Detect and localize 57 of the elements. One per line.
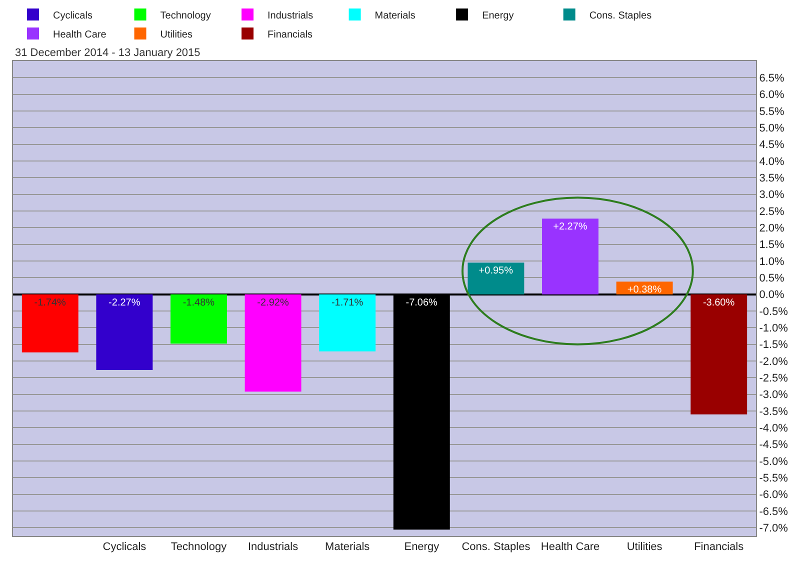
data-label: +2.27%: [553, 222, 588, 233]
chart-subtitle: 31 December 2014 - 13 January 2015: [15, 47, 200, 59]
y-tick-label: 2.0%: [759, 222, 784, 235]
legend-label: Materials: [374, 10, 416, 22]
y-tick-label: -3.5%: [759, 406, 788, 418]
y-tick-label: 6.0%: [759, 89, 784, 102]
data-label: -1.48%: [182, 297, 215, 308]
x-tick-label: Health Care: [540, 541, 600, 554]
legend-label: Cons. Staples: [589, 10, 652, 22]
y-tick-label: -1.0%: [759, 322, 788, 335]
data-label: -1.74%: [34, 297, 66, 308]
legend-label: Utilities: [160, 29, 192, 40]
x-tick-label: Utilities: [626, 541, 663, 554]
legend-label: Industrials: [268, 10, 314, 22]
y-tick-label: 3.5%: [759, 172, 784, 185]
data-label: +0.95%: [478, 266, 514, 277]
x-tick-label: Materials: [325, 541, 370, 554]
y-tick-label: -4.5%: [759, 439, 788, 452]
y-tick-label: -5.5%: [759, 472, 788, 485]
y-tick-label: -5.0%: [759, 456, 788, 468]
y-tick-label: 4.0%: [759, 156, 784, 168]
y-tick-label: 2.5%: [759, 206, 784, 218]
x-tick-label: Cons. Staples: [462, 541, 531, 554]
y-tick-label: -7.0%: [759, 522, 788, 535]
data-label: +0.38%: [627, 284, 662, 296]
y-tick-label: 4.5%: [759, 139, 784, 152]
y-tick-label: 0.5%: [759, 272, 784, 285]
legend-label: Energy: [482, 10, 514, 22]
y-tick-label: -1.5%: [759, 339, 788, 352]
y-tick-label: -6.5%: [759, 506, 788, 518]
x-tick-label: Industrials: [248, 541, 299, 554]
data-label: -2.92%: [257, 297, 289, 308]
y-tick-label: -4.0%: [759, 422, 788, 435]
y-tick-label: 1.0%: [759, 256, 784, 268]
data-label: -7.06%: [406, 297, 438, 308]
x-tick-label: Technology: [170, 541, 228, 554]
y-tick-label: -2.0%: [759, 356, 788, 368]
x-tick-label: Energy: [404, 541, 440, 554]
y-tick-label: 5.5%: [759, 106, 784, 118]
y-tick-label: -6.0%: [759, 489, 788, 502]
y-tick-label: -2.5%: [759, 372, 788, 385]
y-tick-label: 1.5%: [759, 239, 784, 252]
y-tick-label: -3.0%: [759, 389, 788, 402]
legend-label: Health Care: [53, 29, 107, 40]
y-tick-label: 0.0%: [759, 289, 784, 302]
legend-label: Technology: [160, 10, 211, 22]
x-tick-label: Cyclicals: [102, 541, 147, 554]
y-tick-label: 6.5%: [759, 72, 784, 85]
data-label: -1.71%: [331, 297, 364, 308]
y-tick-label: 5.0%: [759, 122, 784, 135]
x-tick-label: Financials: [694, 541, 744, 554]
y-tick-label: 3.0%: [759, 189, 784, 202]
y-tick-label: -0.5%: [759, 306, 788, 318]
legend-label: Cyclicals: [53, 10, 92, 22]
data-label: -2.27%: [108, 297, 140, 308]
data-label: -3.60%: [702, 297, 735, 308]
legend-label: Financials: [268, 29, 313, 40]
